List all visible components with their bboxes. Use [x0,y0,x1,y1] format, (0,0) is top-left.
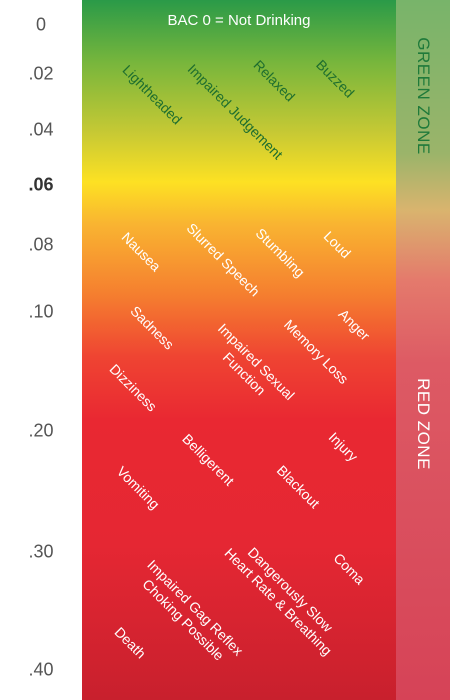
bac-tick-04: .04 [28,119,54,140]
bac-tick-08: .08 [28,234,54,255]
bac-tick-0: 0 [35,14,46,35]
header-not-drinking: BAC 0 = Not Drinking [167,12,311,29]
bac-tick-40: .40 [28,659,54,680]
bac-tick-20: .20 [28,420,54,441]
bac-tick-30: .30 [28,541,54,562]
bac-gradient-band [82,0,396,700]
red-zone-label: RED ZONE [414,378,433,470]
green-zone-label: GREEN ZONE [414,37,433,155]
bac-tick-06: .06 [28,174,54,195]
bac-scale: 0 .02 .04 .06 .08 .10 .20 .30 .40 [0,0,82,700]
bac-tick-02: .02 [28,63,54,84]
zone-sidebar [396,0,450,700]
bac-tick-10: .10 [28,301,54,322]
